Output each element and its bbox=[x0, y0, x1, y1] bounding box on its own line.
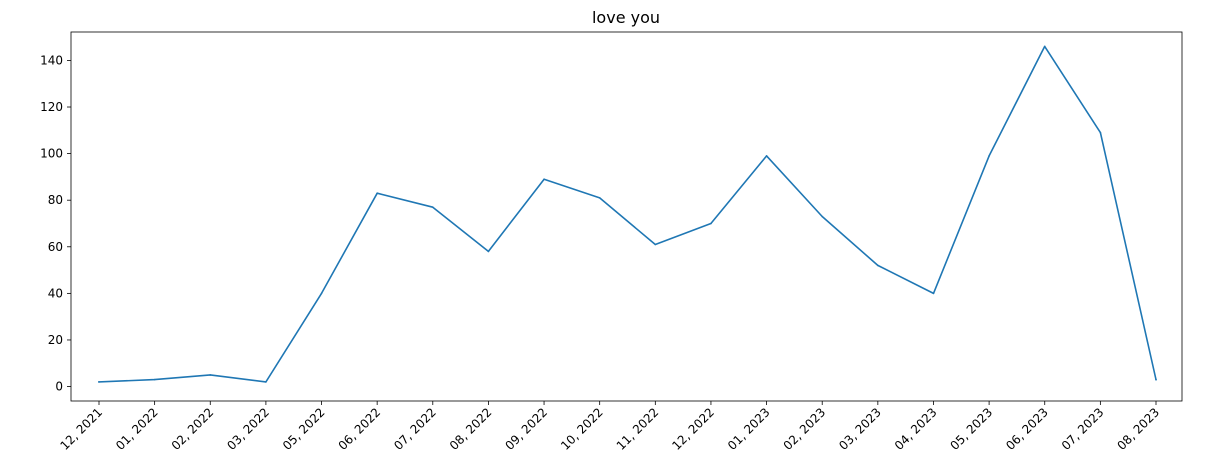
data-point bbox=[710, 222, 712, 225]
x-tick-label: 08, 2023 bbox=[1114, 405, 1162, 453]
data-point bbox=[821, 215, 824, 218]
data-points bbox=[98, 45, 1157, 383]
data-point bbox=[877, 264, 879, 267]
x-tick-label: 01, 2023 bbox=[725, 405, 773, 453]
x-tick-label: 09, 2022 bbox=[502, 405, 550, 453]
x-tick-label: 03, 2022 bbox=[224, 405, 272, 453]
x-tick-label: 11, 2022 bbox=[614, 405, 662, 453]
data-point bbox=[209, 374, 212, 376]
data-point bbox=[543, 178, 545, 181]
x-tick-label: 05, 2022 bbox=[280, 405, 328, 453]
data-point bbox=[654, 243, 657, 246]
data-point bbox=[598, 197, 601, 199]
x-tick-label: 06, 2022 bbox=[336, 405, 384, 453]
x-tick-label: 07, 2023 bbox=[1059, 405, 1107, 453]
y-tick-label: 60 bbox=[48, 240, 63, 254]
data-point bbox=[932, 292, 935, 295]
data-point bbox=[1043, 45, 1046, 48]
data-point bbox=[487, 250, 490, 253]
y-axis: 0 20 40 60 80 100 120 140 bbox=[40, 53, 71, 394]
x-tick-label: 03, 2023 bbox=[836, 405, 884, 453]
x-tick-label: 04, 2023 bbox=[892, 405, 940, 453]
data-point bbox=[265, 381, 267, 383]
y-tick-label: 120 bbox=[40, 100, 63, 114]
data-point bbox=[98, 381, 100, 383]
y-tick-label: 40 bbox=[48, 286, 63, 300]
data-point bbox=[1155, 378, 1157, 381]
data-point bbox=[765, 155, 768, 157]
series-line bbox=[98, 45, 1157, 383]
data-point bbox=[153, 378, 156, 381]
y-tick-label: 20 bbox=[48, 333, 63, 347]
x-tick-label: 07, 2022 bbox=[391, 405, 439, 453]
x-tick-label: 01, 2022 bbox=[113, 405, 161, 453]
x-tick-label: 12, 2022 bbox=[669, 405, 717, 453]
y-tick-label: 100 bbox=[40, 147, 63, 161]
data-point bbox=[988, 155, 990, 157]
x-tick-label: 08, 2022 bbox=[447, 405, 495, 453]
x-tick-label: 12, 2021 bbox=[57, 405, 105, 453]
x-tick-label: 02, 2022 bbox=[169, 405, 217, 453]
data-point bbox=[376, 192, 378, 195]
data-point bbox=[431, 206, 434, 208]
y-tick-label: 0 bbox=[55, 380, 63, 394]
y-tick-label: 140 bbox=[40, 53, 63, 67]
data-point bbox=[320, 292, 323, 295]
x-tick-label: 05, 2023 bbox=[948, 405, 996, 453]
y-tick-label: 80 bbox=[48, 193, 63, 207]
chart-title: love you bbox=[592, 8, 660, 27]
data-point bbox=[1099, 131, 1102, 134]
x-tick-label: 10, 2022 bbox=[558, 405, 606, 453]
x-tick-label: 06, 2023 bbox=[1003, 405, 1051, 453]
x-tick-label: 02, 2023 bbox=[781, 405, 829, 453]
x-axis: 12, 2021 01, 2022 02, 2022 03, 2022 05, 2022… bbox=[57, 401, 1162, 453]
plot-area bbox=[70, 31, 1183, 402]
